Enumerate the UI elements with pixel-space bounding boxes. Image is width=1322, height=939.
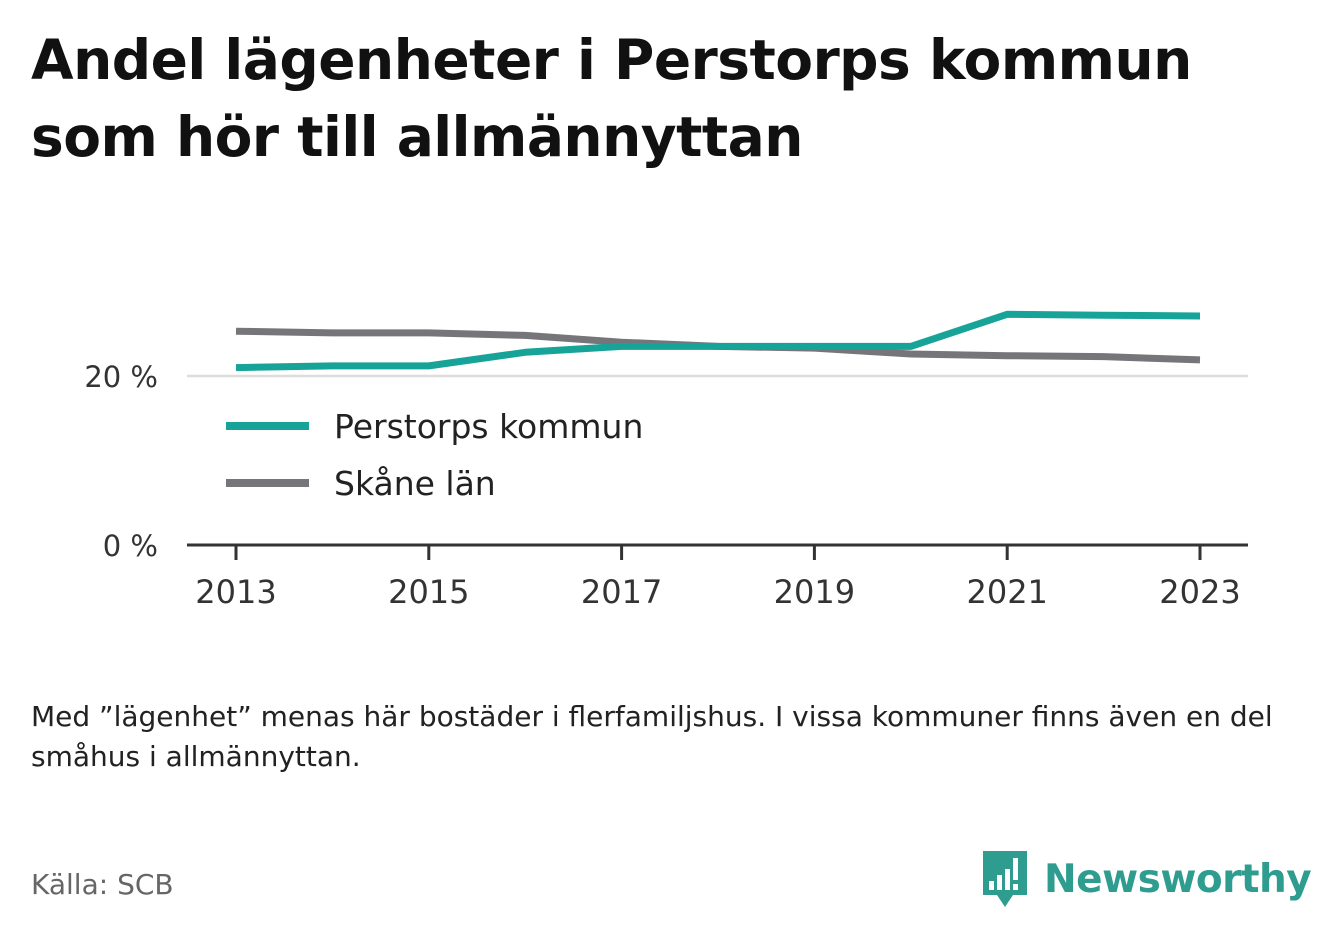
x-tick-label: 2021 <box>966 573 1047 611</box>
source-label: Källa: SCB <box>31 868 174 901</box>
series-lines <box>235 310 1201 372</box>
line-chart: 2013 2015 2017 2019 2021 2023 0 % 20 % Perstor… <box>84 310 1248 611</box>
x-tick-label: 2013 <box>195 573 276 611</box>
y-axis-labels: 0 % 20 % <box>84 360 158 563</box>
y-tick-label: 0 % <box>103 529 158 563</box>
series-line <box>235 310 1201 372</box>
x-tick-label: 2015 <box>388 573 469 611</box>
y-tick-label: 20 % <box>84 360 158 394</box>
chart-note: Med ”lägenhet” menas här bostäder i fler… <box>31 700 1273 773</box>
newsworthy-logo: Newsworthy <box>980 848 1312 910</box>
bar-chart-speech-bubble-icon <box>983 851 1027 907</box>
legend-label: Skåne län <box>334 464 496 503</box>
brand-name: Newsworthy <box>1044 856 1312 902</box>
x-tick-label: 2019 <box>774 573 855 611</box>
x-tick-label: 2017 <box>581 573 662 611</box>
x-axis: 2013 2015 2017 2019 2021 2023 <box>187 543 1248 611</box>
legend-label: Perstorps kommun <box>334 407 643 446</box>
x-tick-label: 2023 <box>1159 573 1240 611</box>
legend: Perstorps kommun Skåne län <box>226 407 643 503</box>
chart-title: Andel lägenheter i Perstorps kommun som … <box>31 28 1192 169</box>
